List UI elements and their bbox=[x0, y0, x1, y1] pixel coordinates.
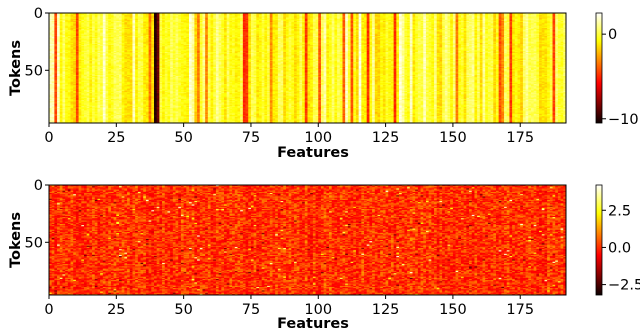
heatmap-1-cells bbox=[49, 13, 566, 123]
heatmap-1: 0 25 50 75 100 125 150 175 050 Features Tokens bbox=[8, 6, 566, 161]
